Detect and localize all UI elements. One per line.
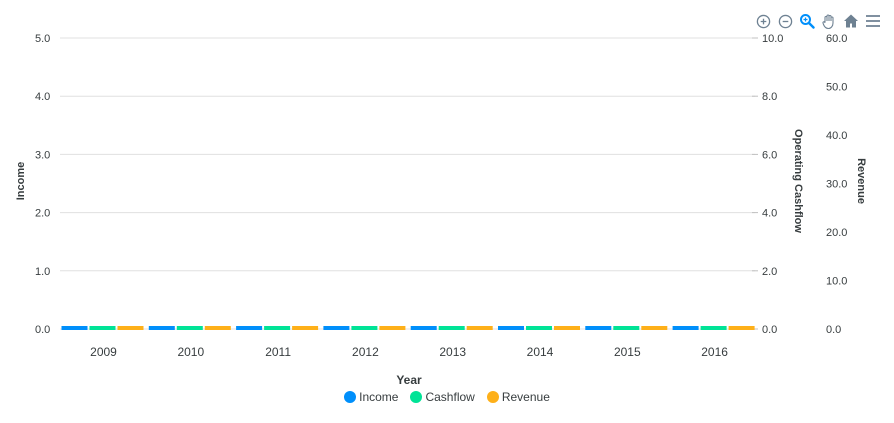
- bar-income-2015[interactable]: [585, 326, 612, 330]
- y-axis-operating-cashflow: 0.0 2.0 4.0 6.0 8.0 10.0: [752, 33, 783, 336]
- y-axis-revenue-tick-label: 20.0: [826, 227, 847, 239]
- bar-cashflow-2016[interactable]: [700, 326, 727, 330]
- bar-cashflow-2015[interactable]: [613, 326, 640, 330]
- gridlines: [60, 37, 755, 330]
- x-axis: 2009 2010 2011 2012 2013 2014 2015 2016: [90, 345, 728, 359]
- x-axis-tick-label: 2010: [177, 345, 204, 359]
- bar-income-2011[interactable]: [236, 326, 263, 330]
- y-axis-revenue-tick-label: 30.0: [826, 179, 847, 191]
- y-axis-income-tick-label: 2.0: [35, 208, 50, 220]
- legend-marker-cashflow: [410, 391, 423, 403]
- x-axis-tick-label: 2014: [527, 345, 554, 359]
- y-axis-title-operating-cashflow: Operating Cashflow: [792, 129, 804, 233]
- bar-income-2010[interactable]: [148, 326, 175, 330]
- bar-income-2012[interactable]: [323, 326, 350, 330]
- bar-cashflow-2010[interactable]: [176, 326, 203, 330]
- legend-item-cashflow[interactable]: Cashflow: [410, 390, 475, 404]
- y-axis-operating-cashflow-tick-label: 4.0: [762, 208, 777, 220]
- bar-revenue-2011[interactable]: [292, 326, 319, 330]
- legend-marker-income: [344, 391, 357, 403]
- bar-cashflow-2012[interactable]: [351, 326, 378, 330]
- y-axis-income: 0.0 1.0 2.0 3.0 4.0 5.0: [35, 33, 50, 336]
- chart-toolbar: [754, 12, 882, 30]
- legend-label-revenue: Revenue: [501, 390, 550, 404]
- bar-revenue-2012[interactable]: [379, 326, 406, 330]
- x-axis-tick-label: 2011: [265, 345, 291, 359]
- selection-zoom-icon[interactable]: [798, 12, 816, 30]
- y-axis-revenue-tick-label: 10.0: [826, 276, 847, 288]
- legend-marker-revenue: [486, 391, 499, 403]
- x-axis-tick-label: 2013: [439, 345, 466, 359]
- y-axis-income-tick-label: 5.0: [35, 33, 50, 45]
- y-axis-revenue-tick-label: 40.0: [826, 130, 847, 142]
- legend-item-revenue[interactable]: Revenue: [486, 390, 550, 404]
- pan-icon[interactable]: [820, 12, 838, 30]
- bar-revenue-2014[interactable]: [554, 326, 580, 330]
- legend-item-income[interactable]: Income: [344, 390, 398, 404]
- x-axis-tick-label: 2016: [701, 345, 728, 359]
- bar-revenue-2013[interactable]: [466, 326, 493, 330]
- y-axis-title-revenue: Revenue: [855, 158, 867, 204]
- bar-cashflow-2013[interactable]: [438, 326, 465, 330]
- bar-revenue-2010[interactable]: [204, 326, 231, 330]
- menu-icon[interactable]: [864, 12, 882, 30]
- y-axis-revenue-tick-label: 50.0: [826, 82, 847, 94]
- x-axis-title: Year: [396, 373, 422, 387]
- bar-series: [61, 326, 755, 330]
- y-axis-income-tick-label: 3.0: [35, 149, 50, 161]
- bar-cashflow-2011[interactable]: [264, 326, 291, 330]
- chart-legend: Income Cashflow Revenue: [0, 390, 894, 404]
- y-axis-income-tick-label: 1.0: [35, 266, 50, 278]
- home-icon[interactable]: [842, 12, 860, 30]
- bar-revenue-2009[interactable]: [117, 326, 144, 330]
- y-axis-title-income: Income: [15, 162, 27, 201]
- y-axis-operating-cashflow-tick-label: 8.0: [762, 91, 777, 103]
- bar-cashflow-2009[interactable]: [89, 326, 116, 330]
- y-axis-revenue-tick-label: 60.0: [826, 33, 847, 45]
- legend-label-cashflow: Cashflow: [425, 390, 475, 404]
- zoom-out-icon[interactable]: [776, 12, 794, 30]
- bar-income-2014[interactable]: [498, 326, 524, 330]
- legend-label-income: Income: [359, 390, 399, 404]
- x-axis-tick-label: 2015: [614, 345, 641, 359]
- x-axis-tick-label: 2009: [90, 345, 117, 359]
- bar-income-2013[interactable]: [410, 326, 437, 330]
- bar-income-2009[interactable]: [61, 326, 88, 330]
- bar-cashflow-2014[interactable]: [526, 326, 552, 330]
- y-axis-income-tick-label: 4.0: [35, 91, 50, 103]
- x-axis-tick-label: 2012: [352, 345, 379, 359]
- y-axis-revenue-tick-label: 0.0: [826, 324, 841, 336]
- y-axis-income-tick-label: 0.0: [35, 324, 50, 336]
- bar-revenue-2016[interactable]: [728, 326, 755, 330]
- bar-income-2016[interactable]: [672, 326, 699, 330]
- y-axis-revenue: 0.0 10.0 20.0 30.0 40.0 50.0 60.0: [826, 33, 847, 336]
- y-axis-operating-cashflow-tick-label: 10.0: [762, 33, 783, 45]
- zoom-in-icon[interactable]: [754, 12, 772, 30]
- y-axis-operating-cashflow-tick-label: 6.0: [762, 149, 777, 161]
- y-axis-operating-cashflow-tick-label: 0.0: [762, 324, 777, 336]
- y-axis-operating-cashflow-tick-label: 2.0: [762, 266, 777, 278]
- bar-revenue-2015[interactable]: [641, 326, 668, 330]
